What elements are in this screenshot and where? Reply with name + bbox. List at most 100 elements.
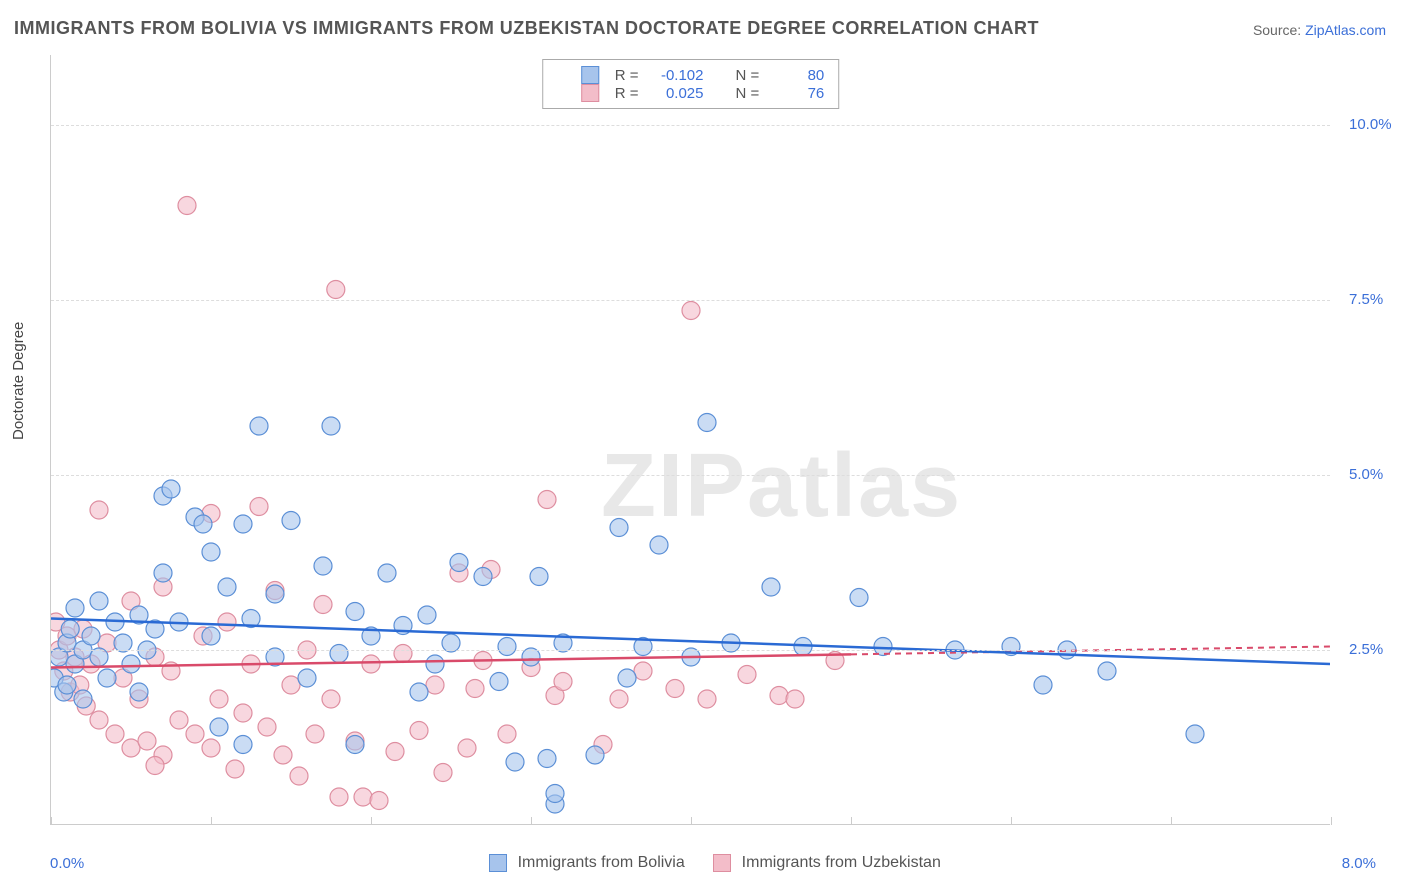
y-axis-label: Doctorate Degree [10,322,27,440]
data-point [682,302,700,320]
source-prefix: Source: [1253,22,1305,38]
source-link[interactable]: ZipAtlas.com [1305,22,1386,38]
data-point [138,732,156,750]
data-point [210,718,228,736]
data-point [330,788,348,806]
source-attribution: Source: ZipAtlas.com [1253,22,1386,38]
data-point [282,676,300,694]
x-tick [1171,817,1172,825]
data-point [322,690,340,708]
data-point [354,788,372,806]
x-tick [531,817,532,825]
data-point [538,491,556,509]
data-point [618,669,636,687]
data-point [298,669,316,687]
data-point [466,680,484,698]
data-point [327,281,345,299]
data-point [370,792,388,810]
data-point [738,666,756,684]
data-point [498,638,516,656]
chart-title: IMMIGRANTS FROM BOLIVIA VS IMMIGRANTS FR… [14,18,1039,39]
data-point [274,746,292,764]
data-point [90,711,108,729]
data-point [314,596,332,614]
data-point [1098,662,1116,680]
data-point [650,536,668,554]
data-point [154,564,172,582]
data-point [386,743,404,761]
data-point [234,704,252,722]
data-point [546,785,564,803]
data-point [770,687,788,705]
x-tick [1011,817,1012,825]
legend-label-bolivia: Immigrants from Bolivia [518,854,685,871]
data-point [250,498,268,516]
data-point [506,753,524,771]
data-point [186,725,204,743]
y-tick-label: 7.5% [1349,291,1383,308]
data-point [250,417,268,435]
data-point [170,711,188,729]
x-tick [851,817,852,825]
legend-label-uzbekistan: Immigrants from Uzbekistan [742,854,941,871]
data-point [90,592,108,610]
data-point [426,655,444,673]
data-point [450,554,468,572]
data-point [1034,676,1052,694]
data-point [538,750,556,768]
data-point [202,627,220,645]
data-point [90,501,108,519]
data-point [178,197,196,215]
data-point [1186,725,1204,743]
data-point [850,589,868,607]
data-point [698,690,716,708]
data-point [634,662,652,680]
data-point [226,760,244,778]
gridline [51,475,1330,476]
data-point [122,655,140,673]
trendline [51,654,851,667]
data-point [698,414,716,432]
data-point [82,627,100,645]
x-tick [51,817,52,825]
data-point [202,543,220,561]
y-tick-label: 5.0% [1349,466,1383,483]
data-point [394,645,412,663]
data-point [122,739,140,757]
data-point [530,568,548,586]
data-point [762,578,780,596]
data-point [554,673,572,691]
data-point [322,417,340,435]
data-point [61,620,79,638]
data-point [666,680,684,698]
data-point [458,739,476,757]
data-point [218,578,236,596]
gridline [51,125,1330,126]
data-point [290,767,308,785]
x-tick [1331,817,1332,825]
data-point [498,725,516,743]
plot-area: ZIPatlas R = -0.102 N = 80 R = 0.025 N =… [50,55,1330,825]
data-point [410,683,428,701]
data-point [410,722,428,740]
data-point [210,690,228,708]
data-point [258,718,276,736]
x-tick [371,817,372,825]
data-point [234,736,252,754]
gridline [51,300,1330,301]
data-point [234,515,252,533]
data-point [106,725,124,743]
data-point [218,613,236,631]
data-point [474,568,492,586]
data-point [418,606,436,624]
data-point [610,519,628,537]
data-point [586,746,604,764]
data-point [282,512,300,530]
data-point [610,690,628,708]
x-tick [211,817,212,825]
data-point [74,690,92,708]
data-point [426,676,444,694]
scatter-svg [51,55,1330,824]
data-point [66,599,84,617]
y-tick-label: 10.0% [1349,116,1392,133]
